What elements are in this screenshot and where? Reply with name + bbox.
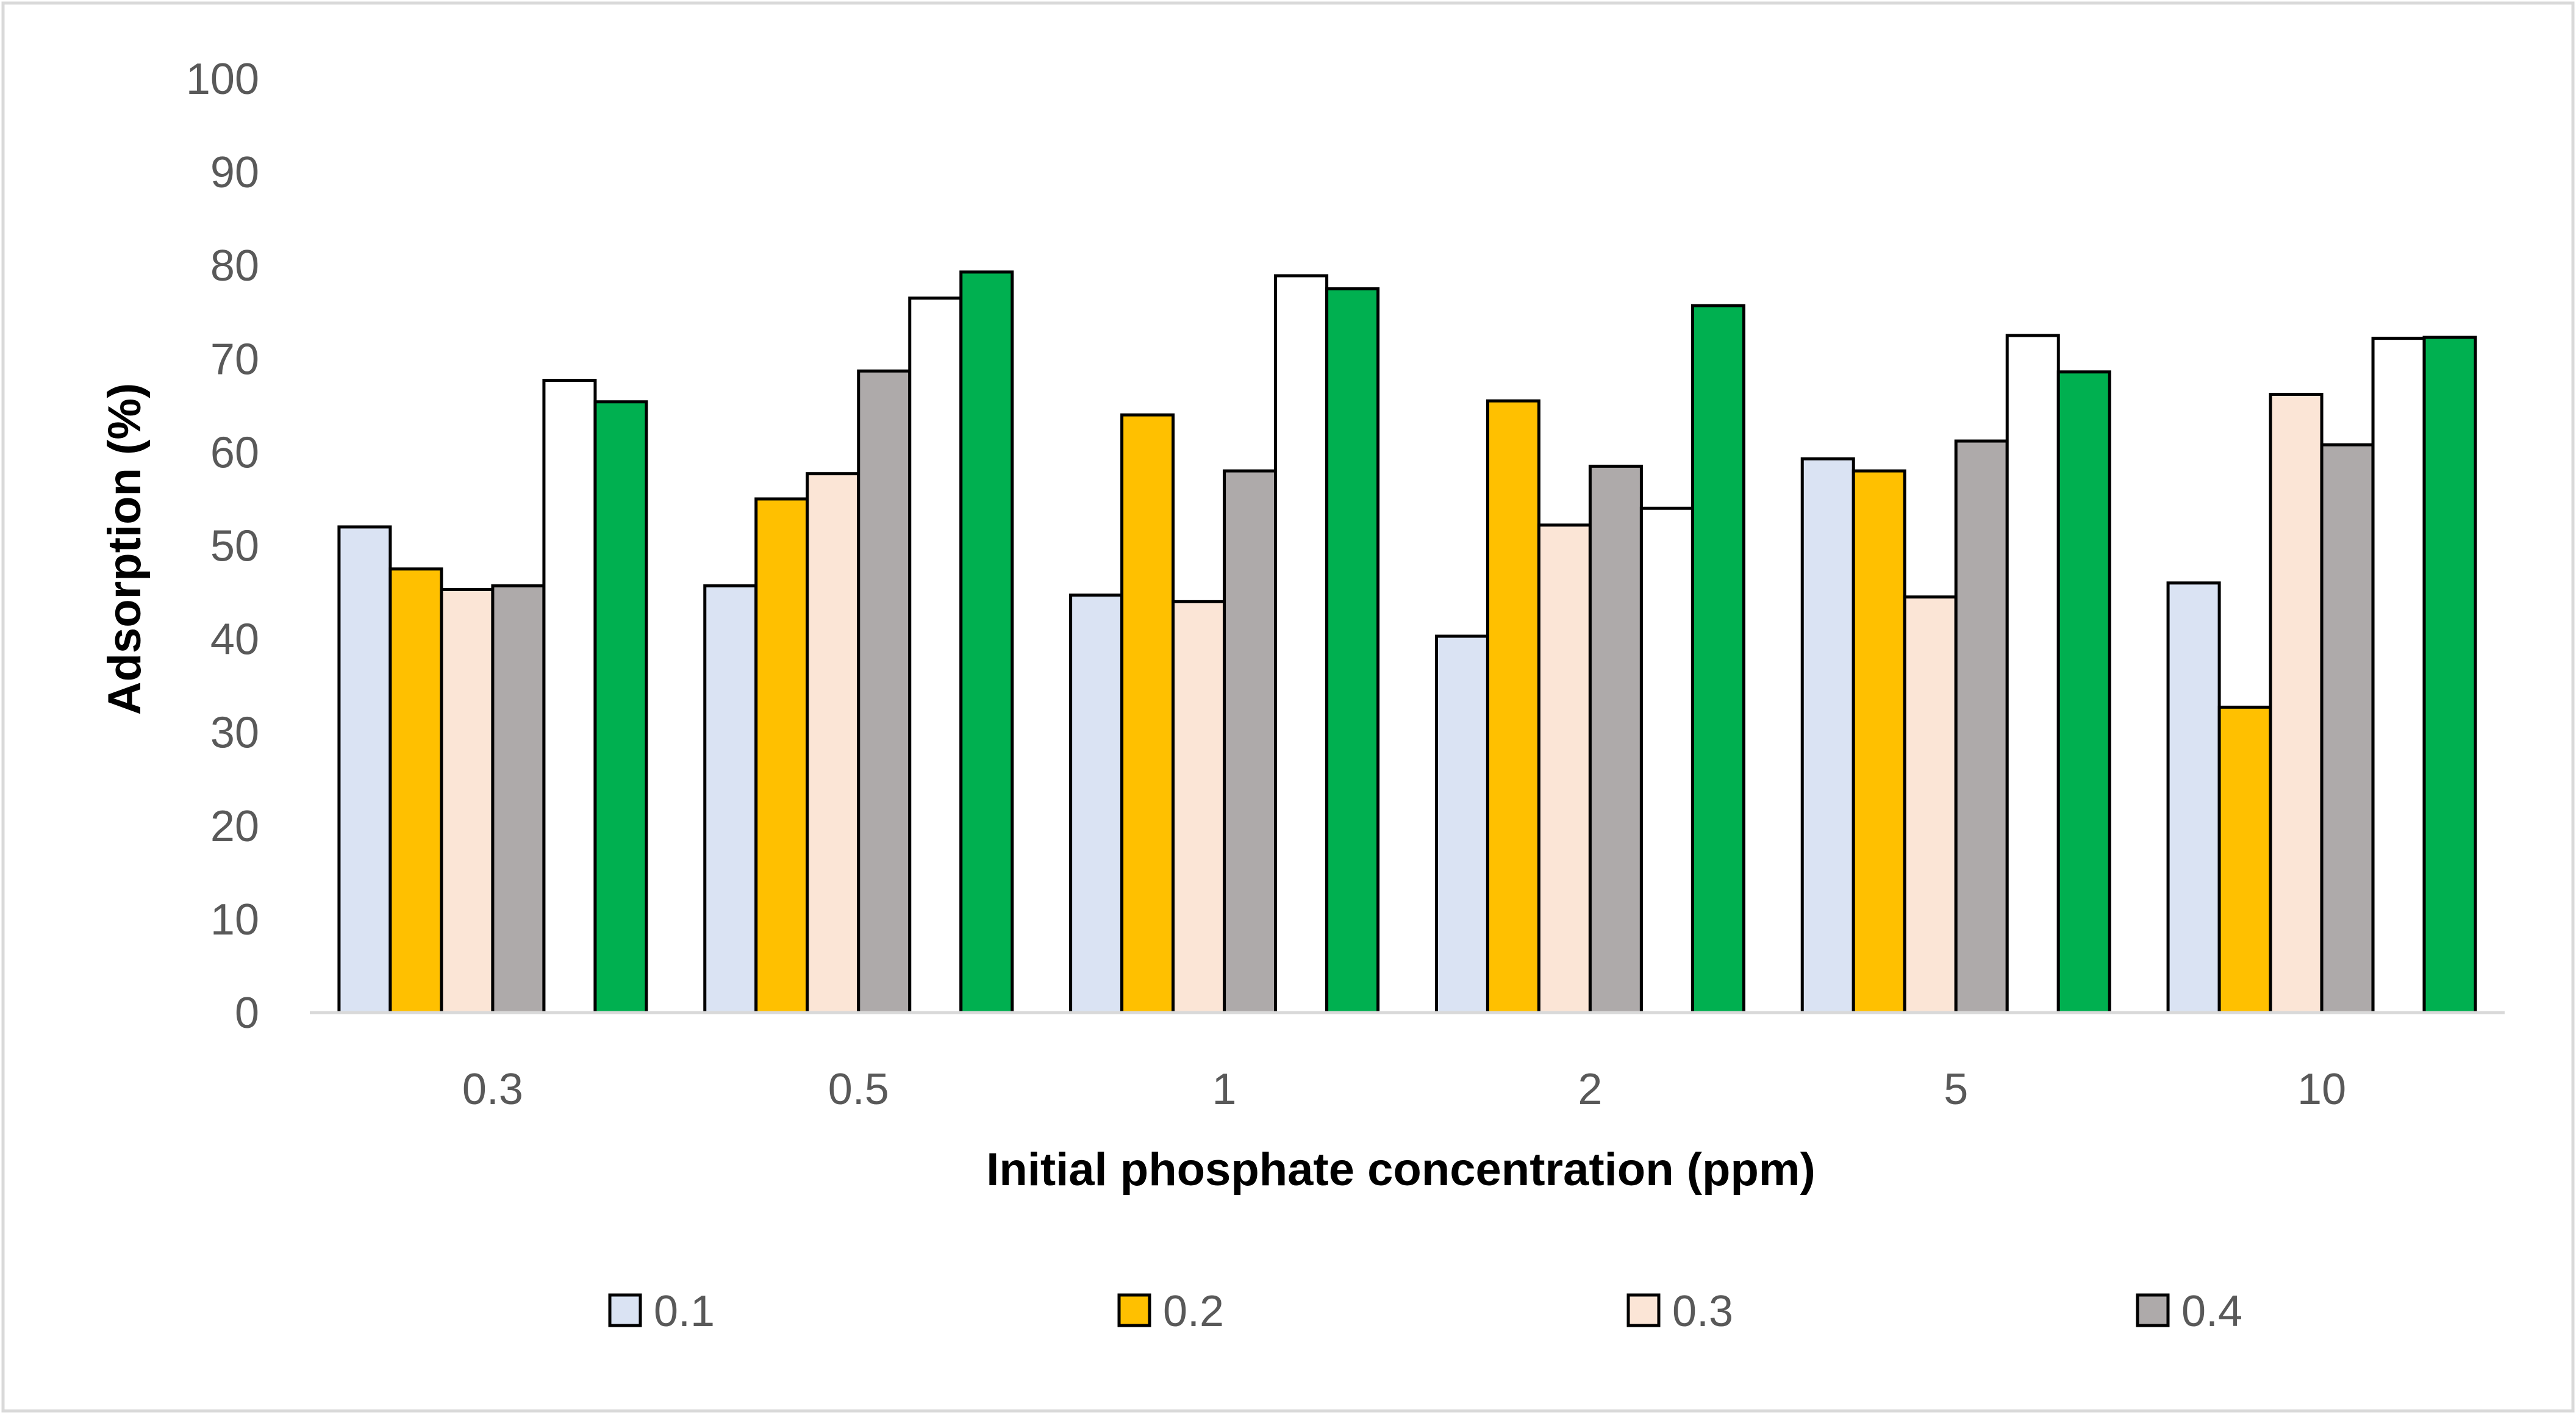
legend-label: 0.2 bbox=[1163, 1287, 1224, 1336]
legend-swatch bbox=[608, 1293, 642, 1327]
x-tick-label: 0.5 bbox=[828, 1065, 889, 1114]
legend-swatch bbox=[1117, 1293, 1151, 1327]
bar bbox=[1172, 600, 1226, 1014]
y-tick-label: 60 bbox=[210, 428, 259, 477]
bar bbox=[1903, 595, 1958, 1014]
bar bbox=[2056, 370, 2111, 1014]
y-tick-label: 80 bbox=[210, 242, 259, 290]
bar bbox=[1588, 464, 1643, 1014]
bar bbox=[1486, 399, 1540, 1014]
bar bbox=[1434, 634, 1489, 1014]
x-tick-label: 10 bbox=[2297, 1065, 2346, 1114]
bar bbox=[1274, 274, 1329, 1014]
y-tick-label: 30 bbox=[210, 709, 259, 758]
legend-item: 0.2 bbox=[1117, 1287, 1224, 1336]
bar bbox=[1690, 304, 1745, 1014]
legend: 0.10.20.30.40.51 bbox=[608, 1287, 2242, 1336]
legend-swatch bbox=[1626, 1293, 1661, 1327]
bar bbox=[1223, 469, 1278, 1014]
legend-label: 0.4 bbox=[2181, 1287, 2242, 1336]
x-axis-title: Initial phosphate concentration (ppm) bbox=[986, 1144, 1816, 1196]
y-tick-label: 20 bbox=[210, 802, 259, 851]
bar bbox=[2422, 335, 2477, 1014]
bar bbox=[2166, 581, 2221, 1014]
bar bbox=[2371, 337, 2426, 1014]
bar bbox=[754, 497, 809, 1014]
bar bbox=[703, 584, 758, 1014]
bar bbox=[542, 379, 597, 1014]
bar bbox=[2217, 705, 2272, 1014]
y-tick-label: 10 bbox=[210, 895, 259, 944]
y-tick-label: 50 bbox=[210, 522, 259, 571]
bar bbox=[1852, 469, 1906, 1014]
x-tick-label: 0.3 bbox=[462, 1065, 523, 1114]
series-0.1 bbox=[337, 457, 2221, 1014]
bar bbox=[491, 584, 546, 1014]
legend-item: 0.1 bbox=[608, 1287, 715, 1336]
bar bbox=[806, 472, 860, 1014]
bar-series bbox=[337, 270, 2477, 1014]
series-0.2 bbox=[388, 399, 2272, 1014]
x-axis-tick-labels: 0.3 0.5 1 2 5 10 bbox=[462, 1065, 2346, 1114]
bar bbox=[2005, 334, 2060, 1014]
bar bbox=[337, 525, 392, 1014]
y-tick-label: 40 bbox=[210, 615, 259, 664]
legend-swatch bbox=[2136, 1293, 2170, 1327]
bar bbox=[1800, 457, 1855, 1014]
x-tick-label: 1 bbox=[1212, 1065, 1237, 1114]
bar bbox=[388, 567, 443, 1014]
y-tick-label: 0 bbox=[235, 989, 259, 1038]
y-tick-label: 100 bbox=[186, 55, 259, 104]
bar bbox=[1069, 594, 1124, 1014]
bar bbox=[908, 296, 963, 1014]
series-0.5 bbox=[542, 274, 2426, 1014]
legend-label: 0.1 bbox=[654, 1287, 715, 1336]
series-0.3 bbox=[440, 392, 2324, 1014]
bar bbox=[2269, 392, 2324, 1014]
bar bbox=[959, 270, 1014, 1014]
x-tick-label: 5 bbox=[1944, 1065, 1968, 1114]
bar bbox=[857, 369, 912, 1014]
y-tick-label: 70 bbox=[210, 335, 259, 384]
bar bbox=[1537, 523, 1592, 1014]
y-axis-title: Adsorption (%) bbox=[99, 383, 151, 716]
series-1 bbox=[593, 270, 2477, 1014]
legend-item: 0.4 bbox=[2136, 1287, 2242, 1336]
bar bbox=[1325, 287, 1380, 1014]
y-axis-tick-labels: 0 10 20 30 40 50 60 70 80 90 100 bbox=[186, 55, 259, 1038]
x-tick-label: 2 bbox=[1578, 1065, 1602, 1114]
legend-label: 0.3 bbox=[1672, 1287, 1733, 1336]
bar bbox=[440, 587, 495, 1014]
y-tick-label: 90 bbox=[210, 148, 259, 197]
bar bbox=[2320, 443, 2375, 1014]
bar bbox=[1120, 413, 1175, 1014]
bar bbox=[1639, 506, 1694, 1014]
bar bbox=[593, 400, 648, 1014]
legend-item: 0.3 bbox=[1626, 1287, 1733, 1336]
bar bbox=[1954, 439, 2009, 1014]
